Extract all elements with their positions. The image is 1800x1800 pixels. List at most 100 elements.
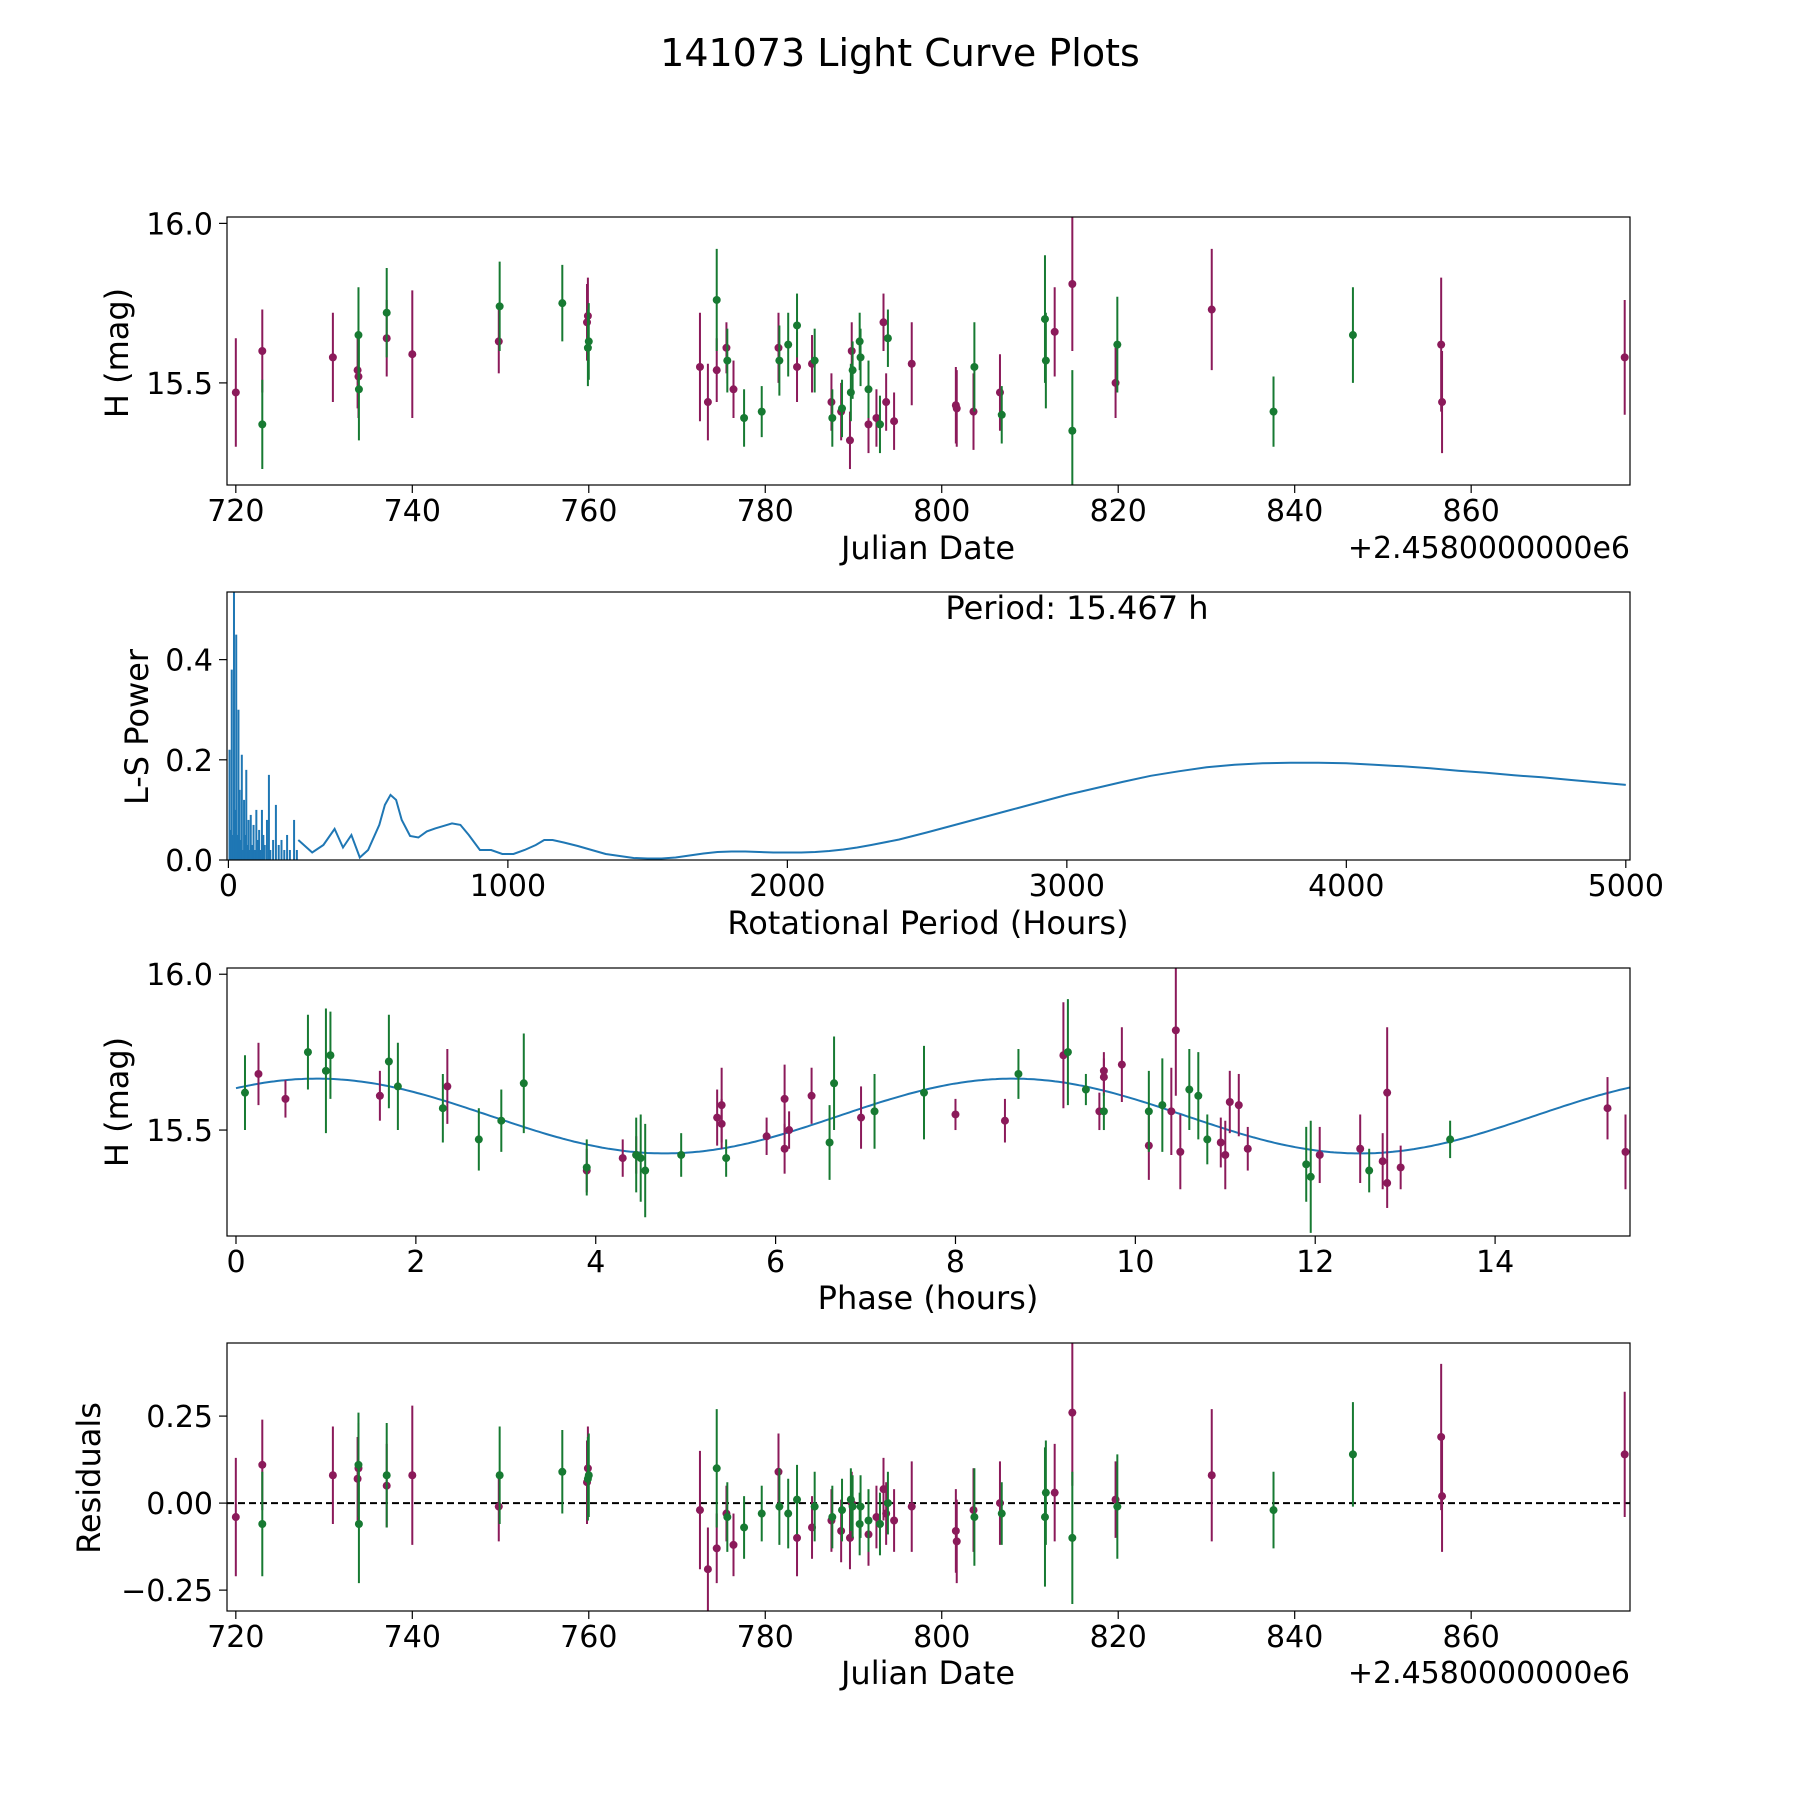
x-tick-label: 860 xyxy=(1443,494,1500,529)
data-point xyxy=(1243,1144,1252,1153)
data-point xyxy=(303,1048,312,1057)
x-tick-label: 720 xyxy=(207,1620,264,1655)
data-point xyxy=(1176,1147,1185,1156)
data-point xyxy=(354,331,363,340)
data-point xyxy=(1269,1506,1278,1515)
x-tick-label: 820 xyxy=(1090,494,1147,529)
data-point xyxy=(757,407,766,416)
x-tick-label: 760 xyxy=(560,494,617,529)
x-tick-label: 800 xyxy=(913,1620,970,1655)
model-curve xyxy=(235,1077,1630,1155)
data-point xyxy=(712,1544,721,1553)
data-point xyxy=(384,1057,393,1066)
data-point xyxy=(793,1533,802,1542)
data-point xyxy=(780,1094,789,1103)
data-point xyxy=(1348,1450,1357,1459)
data-point xyxy=(375,1091,384,1100)
data-point xyxy=(703,1565,712,1574)
data-point xyxy=(723,356,732,365)
data-point xyxy=(775,1502,784,1511)
data-point xyxy=(1050,1488,1059,1497)
data-point xyxy=(1117,1060,1126,1069)
data-point xyxy=(677,1150,686,1159)
data-point xyxy=(780,1144,789,1153)
data-point xyxy=(584,1471,593,1480)
data-point xyxy=(920,1088,929,1097)
data-point xyxy=(723,1513,732,1522)
data-point xyxy=(810,1502,819,1511)
data-point xyxy=(882,398,891,407)
x-tick-label: 740 xyxy=(384,494,441,529)
data-point xyxy=(951,1110,960,1119)
data-point xyxy=(1383,1179,1392,1188)
x-tick-label: 720 xyxy=(207,494,264,529)
periodogram-xlabel: Rotational Period (Hours) xyxy=(727,904,1128,942)
data-point xyxy=(408,1471,417,1480)
x-tick-label: 0 xyxy=(219,869,238,904)
data-point xyxy=(1603,1104,1612,1113)
data-point xyxy=(1438,398,1447,407)
data-point xyxy=(393,1082,402,1091)
data-point xyxy=(695,362,704,371)
data-point xyxy=(231,1513,240,1522)
data-point xyxy=(636,1154,645,1163)
x-tick-label: 860 xyxy=(1443,1620,1500,1655)
data-point xyxy=(1111,378,1120,387)
data-point xyxy=(258,1460,267,1469)
data-point xyxy=(1438,1492,1447,1501)
data-point xyxy=(857,1113,866,1122)
data-point xyxy=(882,1509,891,1518)
data-point xyxy=(995,388,1004,397)
data-point xyxy=(328,353,337,362)
data-point xyxy=(1234,1101,1243,1110)
data-point xyxy=(870,1107,879,1116)
data-point xyxy=(1068,1533,1077,1542)
y-tick-label: −0.25 xyxy=(121,1574,213,1609)
x-tick-label: 840 xyxy=(1266,1620,1323,1655)
data-point xyxy=(757,1509,766,1518)
figure-title: 141073 Light Curve Plots xyxy=(660,31,1140,75)
data-point xyxy=(558,1467,567,1476)
data-point xyxy=(828,1513,837,1522)
x-tick-label: 14 xyxy=(1476,1245,1514,1280)
data-point xyxy=(890,1516,899,1525)
data-point xyxy=(995,1499,1004,1508)
phased-ylabel: H (mag) xyxy=(98,1037,136,1167)
data-point xyxy=(875,420,884,429)
data-point xyxy=(1167,1107,1176,1116)
period-annotation: Period: 15.467 h xyxy=(945,589,1208,627)
data-point xyxy=(519,1079,528,1088)
data-point xyxy=(828,414,837,422)
data-point xyxy=(1620,353,1629,362)
data-point xyxy=(1306,1172,1315,1181)
data-point xyxy=(970,362,979,371)
data-point xyxy=(1081,1085,1090,1094)
data-point xyxy=(258,347,267,355)
residuals-panel: Julian Date Residuals +2.4580000000e6 72… xyxy=(70,1342,1631,1692)
data-point xyxy=(258,420,267,429)
data-point xyxy=(875,1519,884,1528)
data-point xyxy=(582,1163,591,1172)
data-point xyxy=(1063,1048,1072,1057)
data-point xyxy=(1000,1116,1009,1125)
data-point xyxy=(890,417,899,426)
data-point xyxy=(722,1154,731,1163)
data-point xyxy=(793,362,802,371)
data-point xyxy=(846,388,855,397)
y-tick-label: 0.25 xyxy=(146,1400,213,1435)
data-point xyxy=(775,356,784,365)
data-point xyxy=(712,366,721,375)
periodogram-plot-area xyxy=(228,592,1626,860)
data-point xyxy=(838,1506,847,1515)
data-point xyxy=(952,1537,961,1546)
data-point xyxy=(1620,1450,1629,1459)
data-point xyxy=(1396,1163,1405,1172)
data-point xyxy=(1621,1147,1630,1156)
x-tick-label: 0 xyxy=(226,1245,245,1280)
data-point xyxy=(354,385,363,394)
x-tick-label: 6 xyxy=(766,1245,785,1280)
data-point xyxy=(1437,1432,1446,1441)
x-tick-label: 800 xyxy=(913,494,970,529)
